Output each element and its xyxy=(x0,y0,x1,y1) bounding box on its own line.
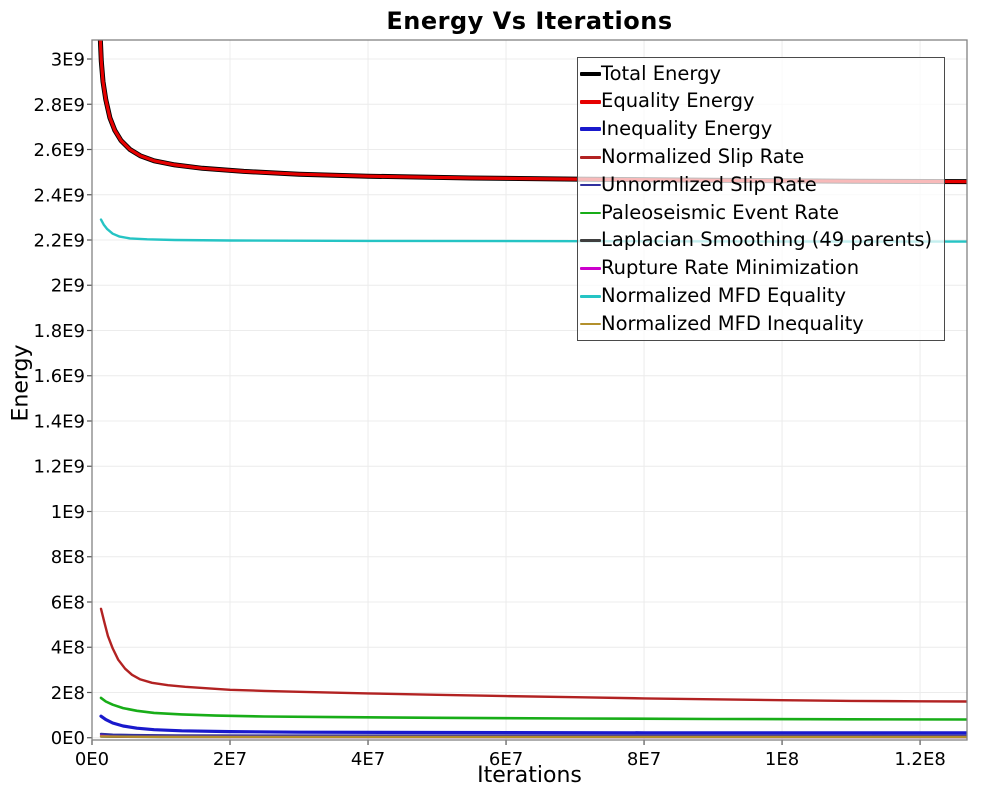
legend-line-swatch xyxy=(580,211,601,215)
y-tick-label: 1.4E9 xyxy=(34,411,85,432)
series-lines xyxy=(97,40,967,739)
legend-item-normalized-mfd-equality: Normalized MFD Equality xyxy=(580,282,944,310)
y-tick-label: 6E8 xyxy=(51,592,85,613)
legend-item-total-energy: Total Energy xyxy=(580,60,944,88)
line-normalized-mfd-inequality xyxy=(99,735,967,739)
legend-item-paleoseismic-event-rate: Paleoseismic Event Rate xyxy=(580,199,944,227)
legend-item-normalized-slip-rate: Normalized Slip Rate xyxy=(580,143,944,171)
legend-label: Rupture Rate Minimization xyxy=(601,256,860,280)
legend-label: Laplacian Smoothing (49 parents) xyxy=(601,228,933,252)
y-tick-label: 2.6E9 xyxy=(34,140,85,161)
line-normalized-slip-rate xyxy=(99,607,967,703)
legend-line-swatch xyxy=(580,71,601,76)
y-tick-label: 2.2E9 xyxy=(34,231,85,252)
line-inequality-energy xyxy=(99,714,967,735)
line-equality-energy xyxy=(98,40,967,184)
x-tick-label: 6E7 xyxy=(489,749,523,770)
legend-line-swatch xyxy=(580,295,601,298)
legend-label: Equality Energy xyxy=(601,89,755,113)
y-tick-label: 1E9 xyxy=(51,502,85,523)
x-tick-label: 0E0 xyxy=(75,749,109,770)
legend-label: Inequality Energy xyxy=(601,117,773,141)
legend-line-swatch xyxy=(580,183,601,187)
legend-item-unnormlized-slip-rate: Unnormlized Slip Rate xyxy=(580,171,944,199)
y-tick-labels: 0E0 2E8 4E8 6E8 8E8 1E9 1.2E9 1.4E9 1.6E9 1.8E9 2E… xyxy=(34,50,85,750)
legend-item-normalized-mfd-inequality: Normalized MFD Inequality xyxy=(580,310,944,338)
y-tick-label: 1.8E9 xyxy=(34,321,85,342)
legend-line-swatch xyxy=(580,127,601,132)
legend-item-rupture-rate-minimization: Rupture Rate Minimization xyxy=(580,255,944,283)
plot-border xyxy=(91,39,968,741)
legend-item-inequality-energy: Inequality Energy xyxy=(580,116,944,144)
x-tick-label: 4E7 xyxy=(351,749,385,770)
y-tick-label: 2.4E9 xyxy=(34,185,85,206)
legend-label: Normalized Slip Rate xyxy=(601,145,805,169)
x-tick-label: 2E7 xyxy=(213,749,247,770)
chart-title: Energy Vs Iterations xyxy=(386,7,673,35)
x-tick-label: 1.2E8 xyxy=(894,749,945,770)
y-tick-label: 2E9 xyxy=(51,276,85,297)
legend-label: Unnormlized Slip Rate xyxy=(601,172,817,196)
legend: Total Energy Equality Energy Inequality En… xyxy=(577,57,945,341)
legend-label: Paleoseismic Event Rate xyxy=(601,200,840,224)
legend-line-swatch xyxy=(580,322,601,326)
y-tick-label: 3E9 xyxy=(51,50,85,71)
y-tick-label: 0E0 xyxy=(51,728,85,749)
y-tick-label: 1.6E9 xyxy=(34,366,85,387)
tick-marks xyxy=(87,58,921,745)
y-tick-label: 1.2E9 xyxy=(34,457,85,478)
x-tick-label: 1E8 xyxy=(765,749,799,770)
line-normalized-mfd-equality xyxy=(99,218,967,243)
x-axis-label: Iterations xyxy=(477,763,582,788)
legend-label: Normalized MFD Inequality xyxy=(601,311,864,335)
y-tick-label: 2E8 xyxy=(51,683,85,704)
legend-line-swatch xyxy=(580,267,601,270)
legend-item-equality-energy: Equality Energy xyxy=(580,88,944,116)
y-tick-label: 2.8E9 xyxy=(34,95,85,116)
legend-item-laplacian-smoothing-49-parents: Laplacian Smoothing (49 parents) xyxy=(580,227,944,255)
line-paleoseismic-event-rate xyxy=(99,696,967,721)
y-axis-label: Energy xyxy=(8,344,34,422)
y-tick-label: 4E8 xyxy=(51,638,85,659)
x-tick-label: 8E7 xyxy=(627,749,661,770)
legend-label: Total Energy xyxy=(601,61,722,85)
legend-line-swatch xyxy=(580,156,601,159)
legend-label: Normalized MFD Equality xyxy=(601,284,847,308)
legend-line-swatch xyxy=(580,239,601,242)
y-tick-label: 8E8 xyxy=(51,547,85,568)
x-tick-labels: 0E0 2E7 4E7 6E7 8E7 1E8 1.2E8 xyxy=(75,749,946,770)
legend-line-swatch xyxy=(580,99,601,104)
